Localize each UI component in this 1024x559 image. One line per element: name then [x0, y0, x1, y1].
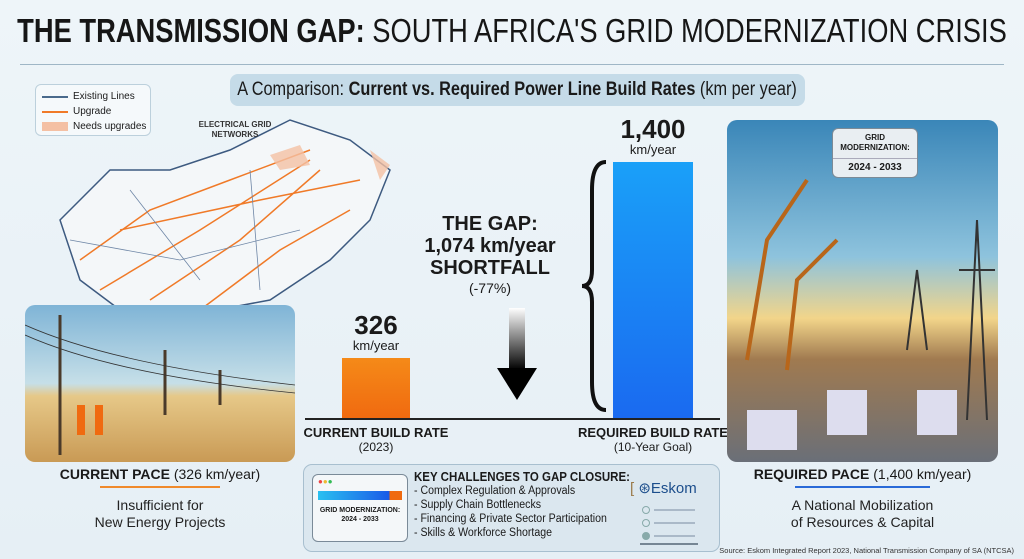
- divider: [20, 64, 1004, 65]
- eskom-emblem-icon: ⊛: [638, 480, 651, 497]
- legend-label: Needs upgrades: [73, 121, 147, 132]
- required-pace-bold: REQUIRED PACE: [753, 466, 870, 482]
- subtitle-pill: [230, 74, 805, 106]
- challenges-heading: KEY CHALLENGES TO GAP CLOSURE:: [414, 470, 630, 484]
- badge-years: 2024 - 2033: [833, 158, 917, 174]
- category-label: CURRENT BUILD RATE: [303, 425, 449, 440]
- mini-timeline-card: ●●● GRID MODERNIZATION: 2024 - 2033: [312, 474, 408, 542]
- value-label: 326: [354, 310, 398, 340]
- legend-item-needs: Needs upgrades: [42, 119, 147, 134]
- category-note: (10-Year Goal): [613, 440, 693, 454]
- mini-label: GRID MODERNIZATION:: [319, 507, 401, 514]
- gap-line: THE GAP:: [442, 213, 538, 235]
- unit-label: km/year: [352, 338, 400, 353]
- challenge-item: - Complex Regulation & Approvals: [414, 485, 576, 497]
- badge-line: MODERNIZATION:: [840, 143, 910, 152]
- power-poles-icon: [25, 315, 295, 455]
- current-pace-bold: CURRENT PACE: [59, 466, 170, 482]
- badge-line: GRID: [865, 133, 885, 142]
- map-legend: Existing Lines Upgrade Needs upgrades: [35, 84, 151, 136]
- required-pace-subtitle: A National Mobilization of Resources & Ca…: [727, 497, 998, 531]
- required-pace-illustration: [727, 120, 998, 462]
- bar-required: [613, 162, 693, 418]
- subtitle-line: A National Mobilization: [791, 497, 934, 513]
- divider: [795, 486, 930, 488]
- window-dots-icon: ●●●: [318, 477, 333, 486]
- challenge-item: - Supply Chain Bottlenecks: [414, 499, 542, 511]
- value-label: 1,400: [620, 114, 686, 144]
- modernization-badge: GRID MODERNIZATION: 2024 - 2033: [832, 128, 918, 178]
- subtitle-line: Insufficient for: [116, 497, 204, 513]
- grid-map: [59, 119, 391, 316]
- current-pace-subtitle: Insufficient for New Energy Projects: [25, 497, 295, 531]
- legend-item-upgrade: Upgrade: [42, 104, 144, 119]
- subtitle-pre: A Comparison:: [237, 79, 349, 100]
- gap-line: 1,074 km/year: [424, 235, 556, 257]
- eskom-logo: [ ⊛Eskom: [630, 480, 697, 497]
- legend-label: Upgrade: [73, 106, 112, 117]
- current-pace-title: CURRENT PACE (326 km/year): [25, 466, 295, 483]
- challenge-item: - Financing & Private Sector Participati…: [414, 513, 607, 525]
- category-required: REQUIRED BUILD RATE (10-Year Goal): [568, 425, 738, 455]
- current-pace-rest: (326 km/year): [169, 466, 261, 482]
- legend-item-existing: Existing Lines: [42, 89, 144, 104]
- title-rest: SOUTH AFRICA'S GRID MODERNIZATION CRISIS: [372, 12, 1007, 49]
- eskom-wordmark: Eskom: [650, 480, 697, 497]
- map-label: ELECTRICAL GRID NETWORKS: [198, 120, 272, 139]
- legend-label: Existing Lines: [73, 91, 135, 102]
- construction-scene-icon: [745, 178, 995, 450]
- subtitle-line: of Resources & Capital: [790, 514, 935, 530]
- bar-current: [342, 358, 410, 418]
- category-note: (2023): [358, 440, 394, 454]
- required-pace-rest: (1,400 km/year): [869, 466, 972, 482]
- gap-line: SHORTFALL: [430, 257, 550, 279]
- gap-percent: (-77%): [468, 280, 511, 296]
- current-pace-illustration: [25, 305, 295, 462]
- title-bold: THE TRANSMISSION GAP:: [17, 12, 365, 49]
- down-arrow-icon: [497, 308, 537, 400]
- subtitle: A Comparison: Current vs. Required Power…: [237, 80, 797, 100]
- bar-label-current: 326 km/year: [326, 312, 426, 354]
- mini-years: 2024 - 2033: [341, 516, 379, 523]
- required-pace-title: REQUIRED PACE (1,400 km/year): [727, 466, 998, 483]
- baseline: [305, 418, 720, 420]
- page-title: THE TRANSMISSION GAP: SOUTH AFRICA'S GRI…: [17, 12, 1007, 50]
- unit-label: km/year: [629, 142, 677, 157]
- area-swatch-icon: [42, 122, 68, 131]
- subtitle-line: New Energy Projects: [94, 514, 226, 530]
- bar-label-required: 1,400 km/year: [603, 116, 703, 158]
- subtitle-post: (km per year): [695, 79, 797, 100]
- checklist-icon: [640, 506, 698, 545]
- source-note: Source: Eskom Integrated Report 2023, Na…: [719, 546, 1014, 555]
- line-swatch-icon: [42, 95, 68, 98]
- subtitle-bold: Current vs. Required Power Line Build Ra…: [348, 79, 696, 100]
- gap-annotation: THE GAP: 1,074 km/year SHORTFALL (-77%): [400, 213, 580, 297]
- timeline-bar: [318, 491, 402, 500]
- brace-icon: [581, 160, 607, 412]
- divider: [100, 486, 220, 488]
- challenge-item: - Skills & Workforce Shortage: [414, 527, 552, 539]
- category-current: CURRENT BUILD RATE (2023): [296, 425, 456, 455]
- line-swatch-icon: [42, 110, 68, 113]
- category-label: REQUIRED BUILD RATE: [578, 425, 728, 440]
- challenges-list: KEY CHALLENGES TO GAP CLOSURE: - Complex…: [414, 470, 630, 540]
